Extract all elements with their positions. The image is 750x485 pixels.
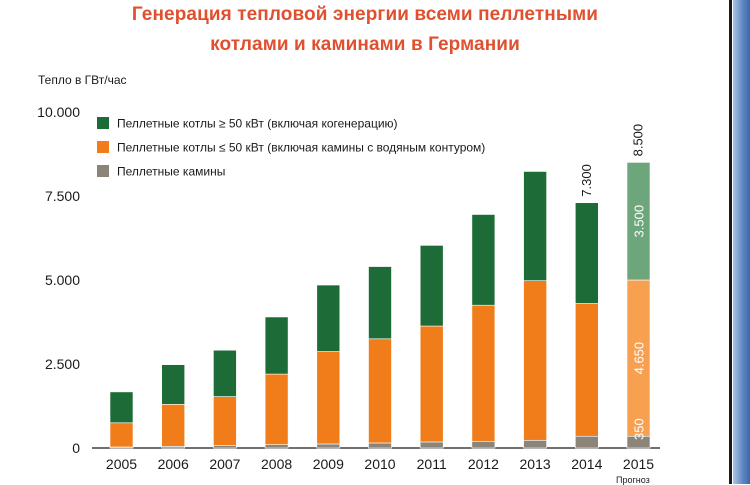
legend-label: Пеллетные камины [117, 165, 225, 179]
bar-segment [368, 442, 392, 449]
bar-segment [626, 162, 651, 281]
y-tick-label: 5.000 [45, 272, 80, 288]
bar-segment [471, 440, 496, 449]
bar-segment [419, 325, 444, 443]
bar-segment [316, 284, 341, 352]
legend-swatch [97, 141, 109, 153]
y-tick-label: 7.500 [45, 188, 80, 204]
bar-segment [523, 280, 547, 441]
x-tick-label: 2009 [313, 456, 344, 472]
window-border [729, 0, 732, 484]
bar-total-label: 7.300 [579, 164, 594, 197]
bar-segment [471, 304, 496, 442]
bar-segment [574, 303, 599, 437]
bar-segment [574, 202, 599, 304]
bar-segment [264, 316, 289, 375]
y-tick-label: 2.500 [45, 356, 80, 372]
bar-segment [574, 435, 599, 449]
chart-title-line-1: Генерация тепловой энергии всеми пеллетн… [131, 4, 599, 25]
stacked-bar-chart: 0 2.500 5.000 7.500 10.000 2005 2006 2007 2008 20… [37, 104, 660, 472]
bar-segment [161, 364, 185, 405]
legend-swatch [97, 165, 109, 177]
bar-segment [213, 349, 237, 397]
bar-segment [109, 422, 134, 448]
x-tick-label: 2011 [417, 456, 447, 472]
bar-total-label: 8.500 [631, 124, 646, 157]
x-tick-label: 2007 [209, 456, 240, 472]
bar-segment [316, 443, 341, 449]
bar-segment [316, 351, 341, 445]
legend-label: Пеллетные котлы ≥ 50 кВт (включая когене… [117, 117, 398, 131]
bar-segment [523, 171, 547, 281]
x-tick-label: 2013 [520, 456, 551, 472]
x-tick-label: 2005 [106, 456, 137, 472]
y-axis-label: Тепло в ГВт/час [38, 73, 127, 87]
x-tick-label: 2012 [468, 456, 499, 472]
y-tick-label: 10.000 [37, 104, 80, 120]
x-tick-label: 2006 [158, 456, 189, 472]
bar-segment [523, 439, 547, 449]
bar-segment [471, 214, 496, 306]
bar-segment [368, 266, 392, 340]
bar-segment [213, 445, 237, 449]
bar-segment [213, 396, 237, 446]
bar-segment [264, 444, 289, 449]
bar-segment [368, 338, 392, 444]
segment-value-label: 350 [632, 418, 647, 440]
x-tick-label: 2015 [623, 456, 654, 472]
bar-segment [109, 391, 134, 424]
bar-segment [161, 404, 185, 447]
segment-value-label: 4.650 [632, 342, 647, 375]
legend-swatch [97, 117, 109, 129]
bar-segment [264, 373, 289, 445]
x-tick-label: 2010 [364, 456, 395, 472]
bar-segment [419, 441, 444, 449]
chart-title-line-2: котлами и каминами в Германии [210, 34, 520, 55]
bar-segment [419, 245, 444, 327]
x-tick-label: 2008 [261, 456, 292, 472]
window-frame [733, 0, 750, 484]
segment-value-label: 3.500 [632, 205, 647, 238]
forecast-footnote: Прогноз [616, 475, 650, 485]
legend-label: Пеллетные котлы ≤ 50 кВт (включая камины… [117, 141, 485, 155]
x-tick-label: 2014 [571, 456, 602, 472]
y-tick-label: 0 [72, 440, 80, 456]
